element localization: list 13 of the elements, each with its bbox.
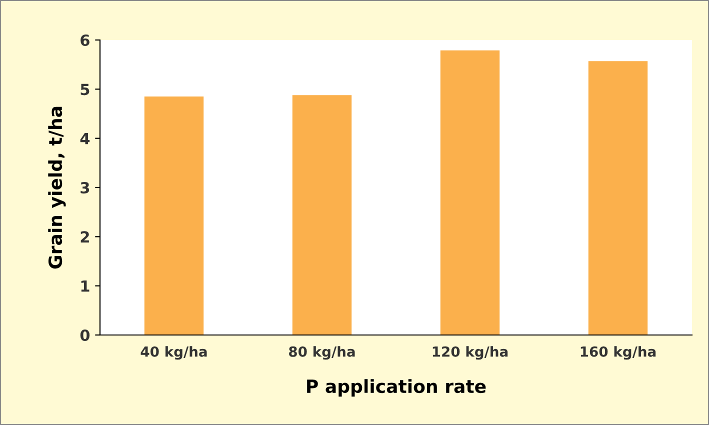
y-tick-label: 5	[80, 84, 90, 96]
x-tick-label: 80 kg/ha	[289, 346, 355, 360]
x-tick-label: 120 kg/ha	[432, 346, 508, 360]
x-tick-label: 40 kg/ha	[140, 346, 207, 360]
y-tick-label: 4	[80, 133, 90, 144]
y-tick-label: 2	[80, 231, 89, 242]
y-axis-title: Grain yield, t/ha	[48, 106, 66, 269]
y-tick-label: 6	[80, 34, 90, 46]
x-axis-title: P application rate	[307, 379, 486, 397]
x-tick-label: 160 kg/ha	[580, 346, 656, 360]
y-tick-label: 0	[80, 329, 90, 342]
y-tick-label: 1	[81, 280, 90, 292]
y-tick-label: 3	[80, 182, 90, 194]
